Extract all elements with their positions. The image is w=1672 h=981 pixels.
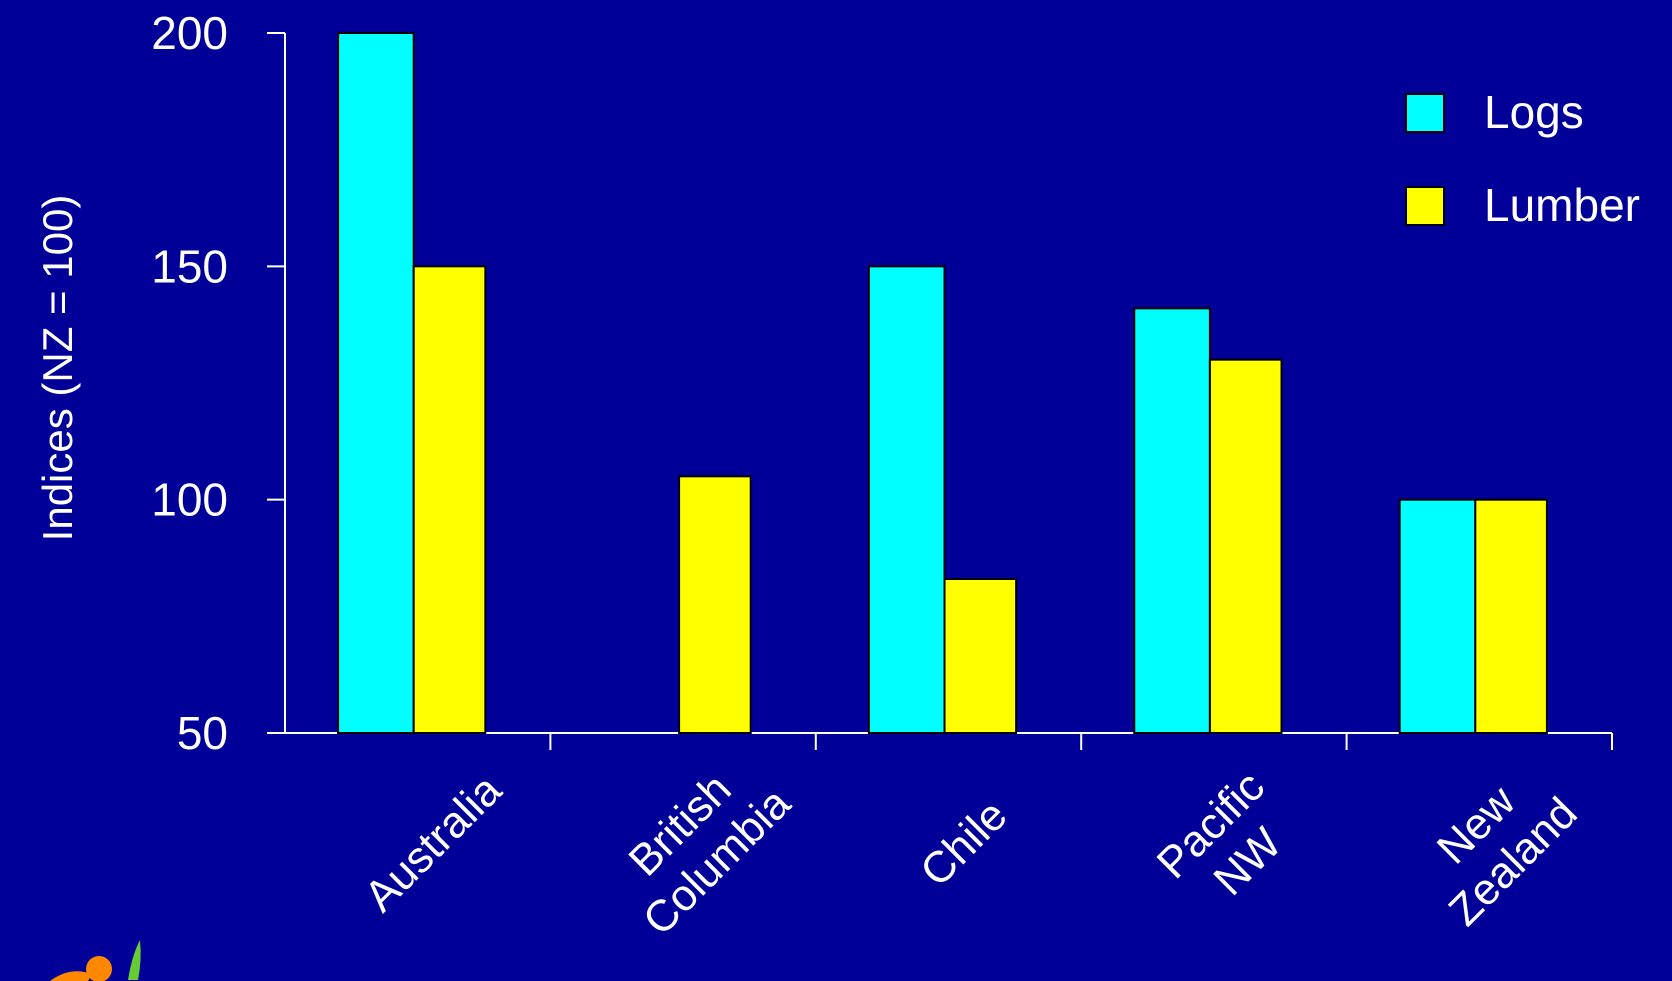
y-tick-labels: 50 100 150 200 (151, 7, 228, 759)
bar-lumber (678, 475, 752, 734)
bars (337, 32, 1548, 734)
bar-logs (867, 265, 946, 734)
bar-logs (1398, 498, 1477, 734)
y-tick-label: 150 (151, 240, 228, 292)
legend-swatch-logs (1405, 93, 1445, 133)
bar-logs (337, 32, 415, 734)
bar-logs (1133, 307, 1211, 734)
legend-swatch-lumber (1405, 186, 1445, 226)
x-category-line: Chile (911, 791, 1017, 897)
x-category-label: Chile (911, 791, 1017, 897)
corner-logo (50, 940, 141, 981)
legend-label-lumber: Lumber (1484, 179, 1640, 231)
x-category-line: Australia (355, 765, 511, 921)
bar-lumber (1474, 498, 1548, 734)
y-tick-label: 50 (177, 707, 228, 759)
legend: Logs Lumber (1405, 86, 1640, 231)
y-tick-label: 200 (151, 7, 228, 59)
bar-lumber (1208, 358, 1283, 734)
logo-leaf-green (128, 940, 141, 980)
legend-label-logs: Logs (1484, 86, 1584, 138)
y-axis-label: Indices (NZ = 100) (34, 195, 81, 542)
bar-lumber (943, 578, 1018, 734)
bar-lumber (412, 265, 487, 734)
logo-dot-orange (86, 956, 112, 981)
logo-swoosh-orange (50, 971, 92, 981)
y-tick-label: 100 (151, 474, 228, 526)
x-category-label: Australia (355, 765, 511, 921)
